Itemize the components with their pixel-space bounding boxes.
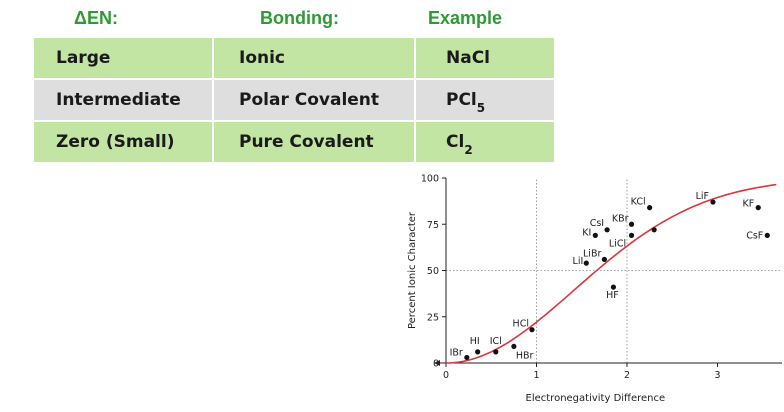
- cell-example: PCl5: [446, 90, 486, 115]
- data-point: [651, 227, 657, 233]
- data-point: [604, 227, 610, 233]
- point-label: HBr: [516, 350, 534, 361]
- data-point: [529, 327, 535, 333]
- data-point: [583, 260, 589, 266]
- data-point: [511, 343, 517, 349]
- header-delta-en: ΔEN:: [74, 8, 118, 28]
- point-label: HF: [606, 290, 619, 301]
- data-point: [647, 205, 653, 211]
- data-point: [755, 205, 761, 211]
- point-label: CsI: [590, 218, 604, 229]
- y-tick-label: 50: [427, 266, 439, 277]
- data-point: [592, 232, 598, 238]
- y-tick-label: 75: [427, 220, 439, 231]
- cell-en: Intermediate: [56, 90, 181, 110]
- y-tick-label: 0: [433, 359, 439, 370]
- table-header: ΔEN: Bonding: Example: [34, 0, 554, 38]
- point-label: HCl: [513, 319, 529, 330]
- point-label: IBr: [450, 347, 463, 358]
- x-tick-label: 1: [533, 370, 539, 381]
- data-point: [601, 256, 607, 262]
- point-label: ICl: [490, 336, 502, 347]
- cell-en: Zero (Small): [56, 132, 175, 152]
- point-label: LiI: [573, 256, 584, 267]
- bonding-table: ΔEN: Bonding: Example Large Ionic NaCl I…: [34, 0, 554, 164]
- cell-example: NaCl: [446, 48, 491, 68]
- cell-example: Cl2: [446, 132, 473, 157]
- data-point: [493, 349, 499, 355]
- point-label: KI: [582, 227, 591, 238]
- point-label: LiCl: [609, 238, 626, 249]
- sigmoid-curve: [445, 183, 777, 364]
- point-label: HI: [470, 336, 480, 347]
- header-bonding: Bonding:: [260, 8, 339, 28]
- y-tick-label: 25: [427, 312, 439, 323]
- point-label: KCl: [631, 197, 646, 208]
- point-label: KBr: [612, 213, 629, 224]
- data-point: [628, 221, 635, 227]
- y-tick-label: 100: [421, 174, 439, 185]
- x-tick-label: 0: [443, 370, 449, 381]
- header-example: Example: [428, 8, 503, 28]
- cell-en: Large: [56, 48, 111, 68]
- cell-bonding: Pure Covalent: [239, 132, 374, 152]
- chart-ticks: 0 25 50 75 100 0 1 2 3: [421, 174, 721, 382]
- x-axis-arrow: [434, 360, 440, 366]
- y-axis-label: Percent Ionic Character: [407, 211, 418, 329]
- cell-bonding: Ionic: [239, 48, 286, 68]
- table-row: Large Ionic NaCl: [34, 38, 554, 78]
- chart-axes: [434, 178, 782, 366]
- x-tick-label: 2: [624, 370, 630, 381]
- chart-grid: [446, 178, 782, 363]
- data-point: [475, 349, 481, 355]
- data-point: [764, 232, 770, 238]
- point-label: LiF: [696, 191, 709, 202]
- point-label: LiBr: [583, 248, 601, 259]
- x-tick-label: 3: [714, 370, 720, 381]
- point-label: CsF: [746, 230, 763, 241]
- table-row: Zero (Small) Pure Covalent Cl2: [34, 122, 554, 162]
- data-point: [628, 232, 635, 238]
- data-point: [710, 199, 716, 205]
- x-axis-label: Electronegativity Difference: [526, 393, 666, 404]
- point-label: KF: [743, 199, 755, 210]
- data-point: [610, 284, 617, 290]
- cell-bonding: Polar Covalent: [239, 90, 380, 110]
- table-row: Intermediate Polar Covalent PCl5: [34, 80, 554, 120]
- data-point: [464, 354, 470, 361]
